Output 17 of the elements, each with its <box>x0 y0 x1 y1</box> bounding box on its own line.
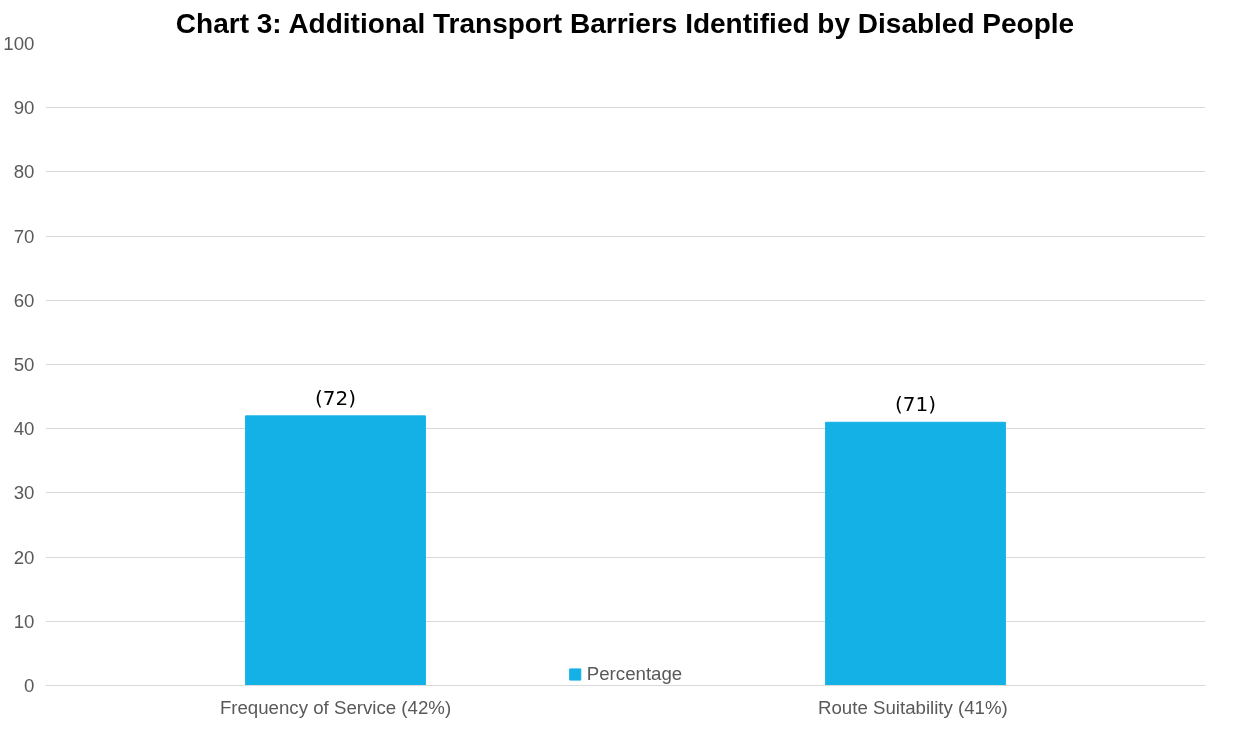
chart-title: Chart 3: Additional Transport Barriers Identified by Disabled People <box>175 7 1075 39</box>
y-tick-label: 80 <box>13 161 35 183</box>
y-tick-label: 10 <box>13 610 35 632</box>
y-tick-label: 90 <box>13 97 35 119</box>
y-tick-label: 60 <box>13 289 35 311</box>
legend-label: Percentage <box>586 663 683 685</box>
y-tick-label: 50 <box>13 354 35 375</box>
annotation: (72) <box>314 385 357 410</box>
y-tick-label: 40 <box>13 418 35 440</box>
y-tick-label: 30 <box>13 482 35 504</box>
x-tick-label: Frequency of Service (42%) <box>219 696 452 718</box>
y-tick-label: 0 <box>24 675 35 696</box>
y-tick-label: 100 <box>3 33 35 54</box>
y-tick-label: 20 <box>13 546 35 568</box>
annotation: (71) <box>894 392 937 417</box>
y-tick-label: 70 <box>13 225 35 247</box>
x-tick-label: Route Suitability (41%) <box>818 696 1008 718</box>
